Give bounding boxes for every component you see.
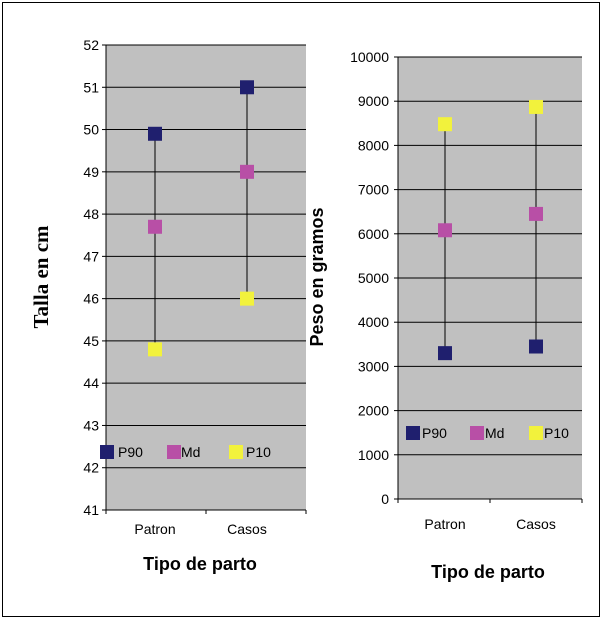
legend-label-p90: P90 [118, 444, 143, 460]
chart-2: 0 1000 2000 3000 4000 5000 6000 7000 8000 9000 100… [307, 49, 583, 582]
y-tick-label: 4000 [358, 314, 389, 330]
x-category-label: Casos [516, 516, 556, 532]
legend-label-p10: P10 [544, 425, 569, 441]
y-axis-title: Talla en cm [29, 225, 53, 329]
y-tick-label: 9000 [358, 93, 389, 109]
legend-marker-p90 [406, 426, 420, 440]
chart-1: 41 42 43 44 45 46 47 48 49 50 51 52 Patron Casos P90 Md… [29, 37, 307, 574]
legend-marker-p10 [529, 426, 543, 440]
y-tick-label: 6000 [358, 226, 389, 242]
marker-p10 [529, 99, 543, 114]
marker-p90 [529, 339, 543, 354]
x-axis-title: Tipo de parto [431, 562, 545, 582]
marker-md [148, 219, 162, 234]
y-tick-label: 48 [83, 206, 99, 222]
y-tick-label: 3000 [358, 358, 389, 374]
marker-md [529, 206, 543, 221]
marker-p10 [240, 291, 254, 306]
marker-p10 [438, 117, 452, 132]
marker-md [438, 223, 452, 238]
x-axis-title: Tipo de parto [143, 554, 257, 574]
y-tick-label: 52 [83, 37, 99, 53]
legend-label-md: Md [485, 425, 504, 441]
y-tick-label: 45 [83, 333, 99, 349]
marker-md [240, 164, 254, 179]
y-tick-label: 1000 [358, 447, 389, 463]
y-tick-label: 41 [83, 502, 99, 518]
legend-marker-p10 [229, 445, 243, 459]
x-category-label: Casos [227, 521, 267, 537]
y-tick-label: 47 [83, 248, 99, 264]
y-axis-title: Peso en gramos [307, 207, 327, 346]
y-tick-label: 5000 [358, 270, 389, 286]
y-tick-label: 46 [83, 291, 99, 307]
legend-marker-md [167, 445, 181, 459]
legend-label-p10: P10 [246, 444, 271, 460]
x-category-label: Patron [424, 516, 465, 532]
plot-area [106, 45, 306, 510]
y-tick-label: 7000 [358, 182, 389, 198]
marker-p90 [438, 346, 452, 361]
y-tick-label: 51 [83, 79, 99, 95]
x-category-label: Patron [134, 521, 175, 537]
marker-p90 [240, 80, 254, 95]
y-tick-label: 2000 [358, 403, 389, 419]
marker-p90 [148, 126, 162, 141]
legend-marker-p90 [100, 445, 114, 459]
legend-label-md: Md [181, 444, 200, 460]
y-tick-label: 49 [83, 164, 99, 180]
legend-marker-md [470, 426, 484, 440]
legend-label-p90: P90 [422, 425, 447, 441]
y-tick-label: 10000 [350, 49, 389, 65]
y-tick-label: 43 [83, 417, 99, 433]
y-tick-label: 8000 [358, 137, 389, 153]
y-tick-label: 0 [381, 491, 389, 507]
marker-p10 [148, 342, 162, 357]
y-tick-label: 42 [83, 460, 99, 476]
y-tick-label: 44 [83, 375, 99, 391]
y-tick-label: 50 [83, 122, 99, 138]
